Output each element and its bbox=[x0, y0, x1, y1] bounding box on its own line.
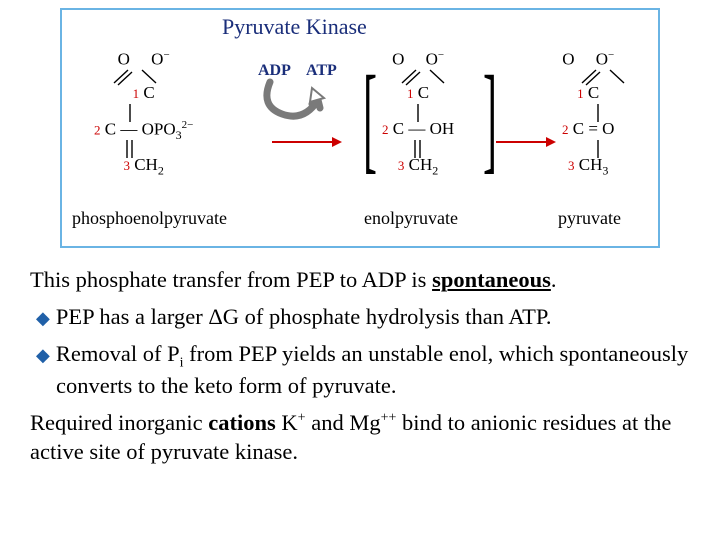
pyr-c1-row: 1 C bbox=[562, 84, 614, 104]
pyr-c3-row: 3 CH3 bbox=[562, 156, 614, 176]
reaction-diagram: Pyruvate Kinase O O− 1 C 2 C — OPO32− 3 … bbox=[60, 8, 660, 248]
paragraph-1: This phosphate transfer from PEP to ADP … bbox=[30, 266, 690, 295]
pep-c2-row: 2 C — OPO32− bbox=[94, 120, 193, 140]
p2-a: Required inorganic bbox=[30, 410, 208, 435]
reaction-arrow-2 bbox=[496, 136, 556, 148]
pep-line1: O O− bbox=[94, 50, 193, 70]
pep-label: phosphoenolpyruvate bbox=[72, 208, 227, 229]
bullet-1: ◆PEP has a larger ΔG of phosphate hydrol… bbox=[30, 303, 690, 332]
p2-sup1: + bbox=[298, 410, 306, 425]
bullet-2: ◆Removal of Pi from PEP yields an unstab… bbox=[30, 340, 690, 401]
pyr-bond1 bbox=[596, 104, 600, 122]
pep-c3-row: 3 CH2 bbox=[94, 156, 193, 176]
pep-dblbond2 bbox=[125, 140, 135, 158]
pyr-c2-row: 2 C = O bbox=[562, 120, 614, 140]
bullet-icon: ◆ bbox=[36, 308, 56, 328]
pep-dblbond-left bbox=[108, 68, 158, 86]
molecule-pep: O O− 1 C 2 C — OPO32− 3 CH2 bbox=[94, 50, 193, 176]
enol-line1: O O− bbox=[382, 50, 454, 70]
b1-b: ΔG bbox=[208, 304, 239, 329]
slide: Pyruvate Kinase O O− 1 C 2 C — OPO32− 3 … bbox=[0, 0, 720, 540]
transfer-arrow bbox=[252, 78, 342, 128]
enzyme-title: Pyruvate Kinase bbox=[222, 14, 367, 40]
pyr-line1: O O− bbox=[562, 50, 614, 70]
enolpyruvate-label: enolpyruvate bbox=[364, 208, 458, 229]
enol-c2-row: 2 C — OH bbox=[382, 120, 454, 140]
p1-c: . bbox=[551, 267, 557, 292]
bullet-icon: ◆ bbox=[36, 345, 56, 365]
molecule-enolpyruvate: O O− 1 C 2 C — OH 3 CH2 bbox=[382, 50, 454, 176]
pyr-topbonds bbox=[576, 68, 626, 86]
reaction-arrow-1 bbox=[272, 136, 342, 148]
enol-c3-row: 3 CH2 bbox=[382, 156, 454, 176]
bracket-right: ] bbox=[483, 58, 497, 178]
p2-c: K bbox=[276, 410, 298, 435]
p2-b: cations bbox=[208, 410, 276, 435]
pyruvate-label: pyruvate bbox=[558, 208, 621, 229]
b1-a: PEP has a larger bbox=[56, 304, 208, 329]
enol-bond1 bbox=[416, 104, 420, 122]
p2-sup2: ++ bbox=[381, 410, 397, 425]
p1-b: spontaneous bbox=[432, 267, 551, 292]
bracket-left: [ bbox=[363, 58, 377, 178]
enol-topbonds bbox=[396, 68, 446, 86]
pyr-bond2 bbox=[596, 140, 600, 158]
b1-c: of phosphate hydrolysis than ATP. bbox=[239, 304, 552, 329]
enol-c1-row: 1 C bbox=[382, 84, 454, 104]
molecule-pyruvate: O O− 1 C 2 C = O 3 CH3 bbox=[562, 50, 614, 176]
p1-a: This phosphate transfer from PEP to ADP … bbox=[30, 267, 432, 292]
paragraph-2: Required inorganic cations K+ and Mg++ b… bbox=[30, 409, 690, 467]
enol-dblbond2 bbox=[413, 140, 423, 158]
pep-c1-row: 1 C bbox=[94, 84, 193, 104]
p2-d: and Mg bbox=[306, 410, 381, 435]
pep-bond1 bbox=[128, 104, 132, 122]
b2-a: Removal of P bbox=[56, 341, 180, 366]
